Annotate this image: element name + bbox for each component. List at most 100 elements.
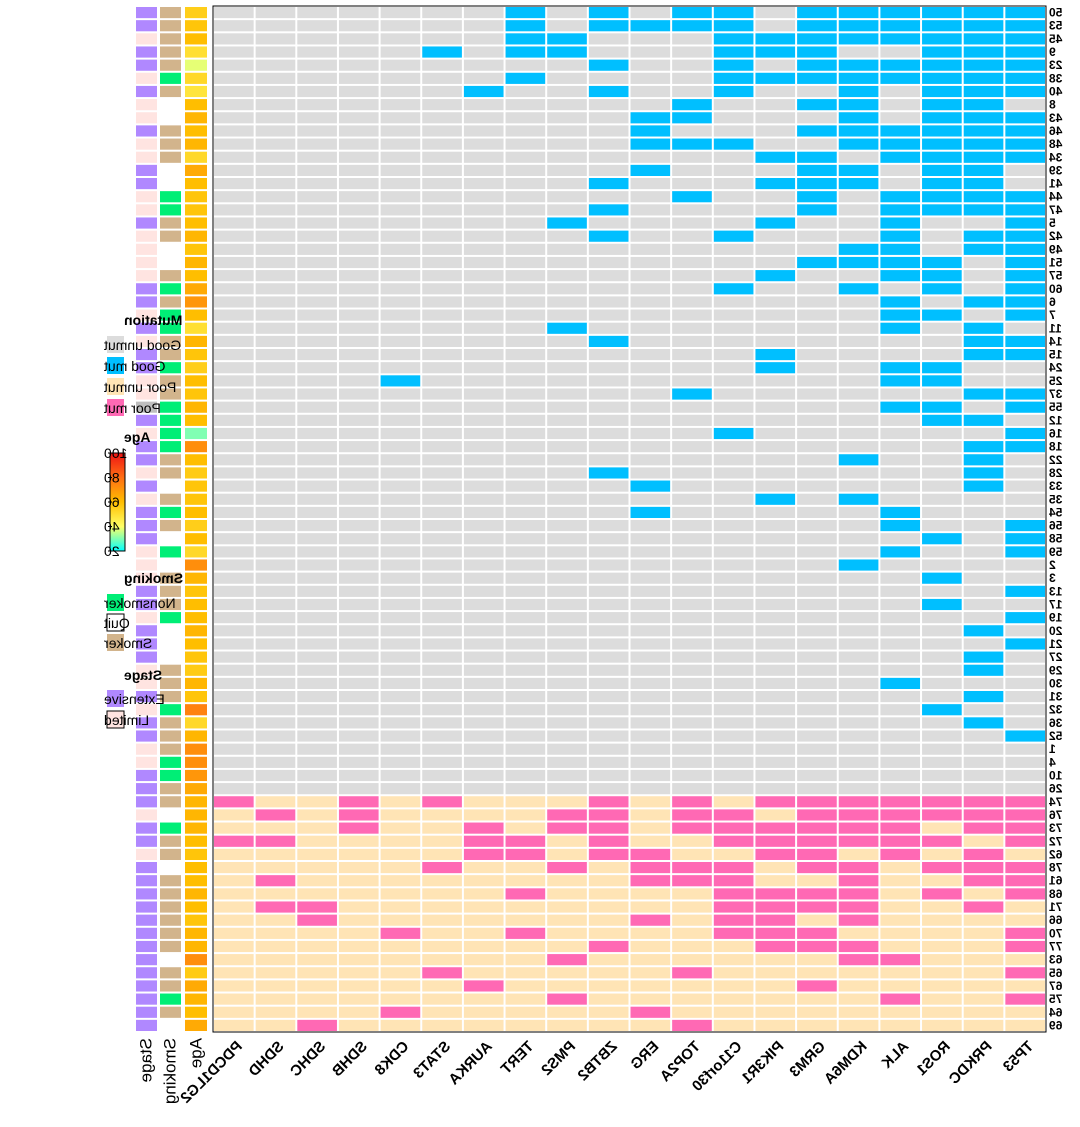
heatmap-cell — [380, 769, 421, 782]
heatmap-cell — [588, 493, 629, 505]
heatmap-cell — [588, 243, 629, 255]
heatmap-cell — [547, 125, 587, 137]
heatmap-cell — [797, 585, 837, 597]
heatmap-cell — [1005, 20, 1045, 32]
heatmap-cell — [422, 480, 462, 492]
heatmap-cell — [838, 467, 879, 479]
heatmap-cell — [214, 822, 254, 834]
heatmap-cell — [1005, 7, 1045, 19]
heatmap-cell — [672, 256, 712, 269]
stage-cell — [136, 730, 157, 742]
heatmap-cell — [588, 454, 629, 466]
heatmap-cell — [422, 125, 462, 137]
heatmap-cell — [630, 125, 671, 137]
sample-label: 72 — [1049, 834, 1063, 848]
heatmap-cell — [255, 862, 296, 874]
heatmap-cell — [797, 704, 837, 716]
stage-cell — [136, 664, 157, 676]
heatmap-cell — [588, 20, 629, 32]
heatmap-cell — [797, 954, 837, 966]
gene-label: AURKA — [445, 1038, 495, 1088]
heatmap-cell — [755, 664, 796, 676]
heatmap-cell — [630, 296, 671, 308]
heatmap-cell — [338, 414, 379, 426]
age-cell — [185, 375, 207, 387]
heatmap-cell — [672, 375, 712, 387]
smoking-cell — [160, 783, 181, 795]
heatmap-cell — [880, 769, 921, 782]
heatmap-cell — [463, 520, 504, 532]
heatmap-cell — [963, 204, 1004, 216]
heatmap-cell — [630, 1006, 671, 1018]
heatmap-cell — [338, 493, 379, 505]
heatmap-cell — [1005, 33, 1045, 45]
heatmap-cell — [255, 7, 296, 19]
heatmap-cell — [505, 441, 546, 453]
heatmap-cell — [505, 572, 546, 584]
heatmap-cell — [630, 191, 671, 203]
heatmap-cell — [838, 375, 879, 387]
heatmap-cell — [838, 914, 879, 926]
heatmap-cell — [880, 7, 921, 19]
heatmap-cell — [297, 125, 337, 137]
smoking-cell — [160, 217, 181, 229]
heatmap-cell — [338, 375, 379, 387]
age-cell — [185, 283, 207, 295]
heatmap-cell — [588, 46, 629, 58]
heatmap-cell — [672, 322, 712, 334]
heatmap-cell — [338, 335, 379, 347]
heatmap-cell — [963, 1019, 1004, 1031]
heatmap-cell — [255, 783, 296, 795]
heatmap-cell — [214, 46, 254, 58]
heatmap-cell — [1005, 349, 1045, 361]
heatmap-cell — [547, 388, 587, 400]
heatmap-cell — [672, 888, 712, 900]
heatmap-cell — [380, 335, 421, 347]
heatmap-cell — [1005, 756, 1045, 768]
heatmap-cell — [755, 480, 796, 492]
heatmap-cell — [422, 704, 462, 716]
heatmap-cell — [713, 427, 754, 440]
age-cell — [185, 546, 207, 558]
heatmap-cell — [1005, 85, 1045, 98]
heatmap-cell — [838, 875, 879, 887]
heatmap-cell — [338, 664, 379, 676]
heatmap-cell — [838, 756, 879, 768]
stage-cell — [136, 335, 157, 347]
heatmap-cell — [922, 283, 962, 295]
heatmap-cell — [588, 33, 629, 45]
heatmap-cell — [505, 217, 546, 229]
heatmap-cell — [880, 730, 921, 742]
age-cell — [185, 756, 207, 768]
smoking-cell — [160, 914, 181, 926]
heatmap-cell — [922, 756, 962, 768]
heatmap-cell — [963, 322, 1004, 334]
smoking-cell — [160, 940, 181, 953]
age-cell — [185, 927, 207, 939]
heatmap-cell — [588, 414, 629, 426]
smoking-cell — [160, 691, 181, 703]
heatmap-cell — [297, 585, 337, 597]
smoking-cell — [160, 862, 181, 874]
heatmap-cell — [922, 217, 962, 229]
heatmap-cell — [297, 270, 337, 282]
stage-cell — [136, 401, 157, 413]
heatmap-cell — [505, 33, 546, 45]
heatmap-cell — [255, 677, 296, 689]
sample-label: 25 — [1049, 374, 1063, 388]
stage-cell — [136, 1019, 157, 1031]
heatmap-cell — [713, 835, 754, 847]
heatmap-cell — [214, 1019, 254, 1031]
heatmap-cell — [1005, 927, 1045, 939]
heatmap-cell — [880, 20, 921, 32]
sample-label: 28 — [1049, 466, 1063, 480]
heatmap-cell — [922, 598, 962, 611]
smoking-cell — [160, 20, 181, 32]
heatmap-cell — [505, 809, 546, 821]
age-cell — [185, 335, 207, 347]
heatmap-cell — [505, 480, 546, 492]
heatmap-cell — [505, 349, 546, 361]
heatmap-cell — [547, 178, 587, 190]
heatmap-cell — [588, 283, 629, 295]
smoking-cell — [160, 848, 181, 860]
